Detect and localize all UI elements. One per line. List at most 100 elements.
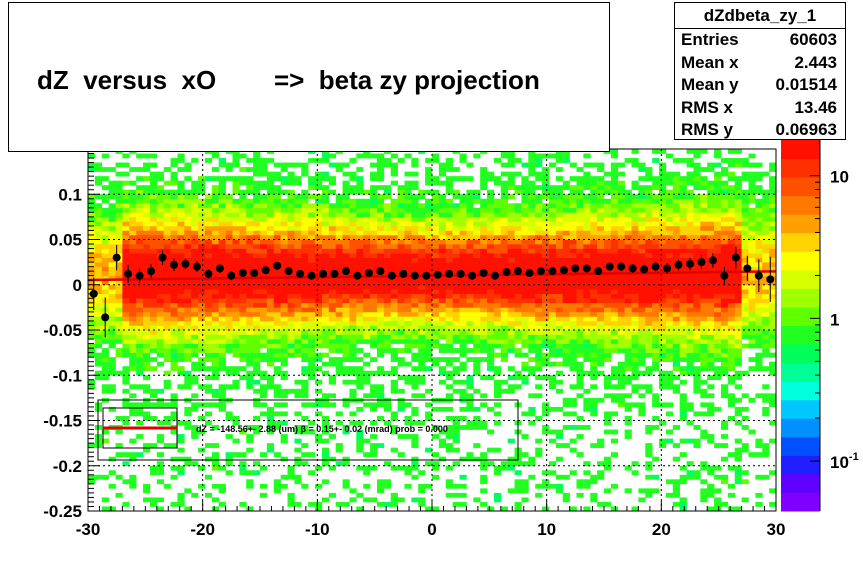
heatmap-cell: [122, 280, 130, 286]
heatmap-cell: [191, 244, 199, 249]
heatmap-cell: [707, 275, 715, 281]
heatmap-cell: [225, 298, 233, 304]
heatmap-cell: [686, 194, 694, 200]
heatmap-cell: [528, 298, 536, 304]
heatmap-cell: [459, 352, 467, 358]
heatmap-cell: [225, 212, 233, 218]
heatmap-cell: [163, 334, 171, 340]
heatmap-cell: [438, 180, 447, 186]
heatmap-cell: [542, 225, 550, 231]
heatmap-cell: [418, 307, 426, 313]
heatmap-cell: [487, 298, 495, 304]
heatmap-cell: [500, 262, 508, 267]
heatmap-cell: [459, 266, 467, 272]
heatmap-cell: [734, 320, 742, 326]
heatmap-cell: [383, 348, 392, 353]
heatmap-cell: [204, 221, 213, 227]
heatmap-cell: [122, 370, 130, 376]
heatmap-cell: [480, 325, 488, 331]
heatmap-cell: [487, 216, 495, 222]
heatmap-cell: [170, 298, 178, 304]
heatmap-cell: [108, 189, 116, 195]
heatmap-cell: [328, 434, 336, 439]
heatmap-cell: [438, 225, 447, 231]
heatmap-cell: [425, 352, 433, 358]
heatmap-cell: [714, 266, 722, 272]
heatmap-cell: [734, 316, 742, 322]
heatmap-cell: [376, 275, 385, 281]
heatmap-cell: [480, 311, 488, 317]
heatmap-cell: [177, 438, 185, 444]
heatmap-cell: [583, 225, 591, 231]
heatmap-cell: [542, 325, 550, 331]
heatmap-cell: [535, 153, 543, 159]
heatmap-cell: [535, 234, 543, 240]
heatmap-cell: [583, 402, 591, 408]
heatmap-cell: [349, 388, 357, 394]
heatmap-cell: [604, 280, 612, 286]
heatmap-cell: [445, 302, 453, 308]
heatmap-cell: [583, 162, 591, 168]
heatmap-cell: [266, 411, 275, 417]
heatmap-cell: [177, 339, 185, 344]
heatmap-cell: [487, 447, 495, 453]
heatmap-cell: [370, 216, 378, 222]
heatmap-cell: [136, 216, 144, 222]
heatmap-cell: [507, 248, 515, 254]
heatmap-cell: [122, 194, 130, 200]
heatmap-cell: [342, 234, 350, 240]
heatmap-cell: [617, 379, 625, 385]
heatmap-cell: [425, 415, 433, 421]
heatmap-cell: [287, 221, 295, 227]
heatmap-cell: [734, 470, 742, 476]
heatmap-cell: [149, 348, 158, 353]
heatmap-cell: [129, 257, 137, 263]
heatmap-cell: [624, 420, 632, 426]
heatmap-cell: [590, 180, 598, 186]
heatmap-cell: [390, 384, 398, 390]
heatmap-cell: [315, 465, 323, 471]
heatmap-cell: [280, 388, 288, 394]
heatmap-cell: [562, 194, 570, 200]
heatmap-cell: [294, 411, 302, 417]
heatmap-cell: [521, 257, 529, 263]
heatmap-cell: [418, 470, 426, 476]
heatmap-cell: [370, 316, 378, 322]
heatmap-cell: [397, 257, 405, 263]
heatmap-cell: [246, 434, 254, 439]
heatmap-cell: [555, 456, 564, 462]
heatmap-cell: [101, 207, 109, 213]
heatmap-cell: [397, 388, 405, 394]
heatmap-cell: [576, 194, 584, 200]
heatmap-cell: [301, 234, 309, 240]
heatmap-cell: [129, 357, 137, 362]
heatmap-cell: [617, 239, 625, 245]
heatmap-cell: [714, 239, 722, 245]
heatmap-cell: [562, 293, 570, 299]
heatmap-cell: [500, 461, 508, 467]
heatmap-cell: [452, 415, 460, 421]
heatmap-cell: [507, 311, 515, 317]
heatmap-cell: [679, 411, 687, 417]
heatmap-cell: [452, 216, 460, 222]
heatmap-cell: [679, 262, 687, 267]
heatmap-cell: [700, 465, 708, 471]
heatmap-cell: [232, 379, 240, 385]
heatmap-cell: [604, 311, 612, 317]
heatmap-cell: [122, 325, 130, 331]
heatmap-cell: [315, 266, 323, 272]
heatmap-cell: [177, 225, 185, 231]
heatmap-cell: [390, 411, 398, 417]
heatmap-cell: [679, 302, 687, 308]
heatmap-cell: [679, 198, 687, 204]
heatmap-cell: [287, 230, 295, 236]
heatmap-cell: [521, 343, 529, 349]
heatmap-cell: [548, 334, 557, 340]
heatmap-cell: [342, 280, 350, 286]
heatmap-cell: [480, 302, 488, 308]
heatmap-cell: [487, 176, 495, 181]
heatmap-cell: [253, 320, 261, 326]
heatmap-cell: [473, 257, 481, 263]
heatmap-cell: [143, 239, 151, 245]
heatmap-cell: [122, 320, 130, 326]
